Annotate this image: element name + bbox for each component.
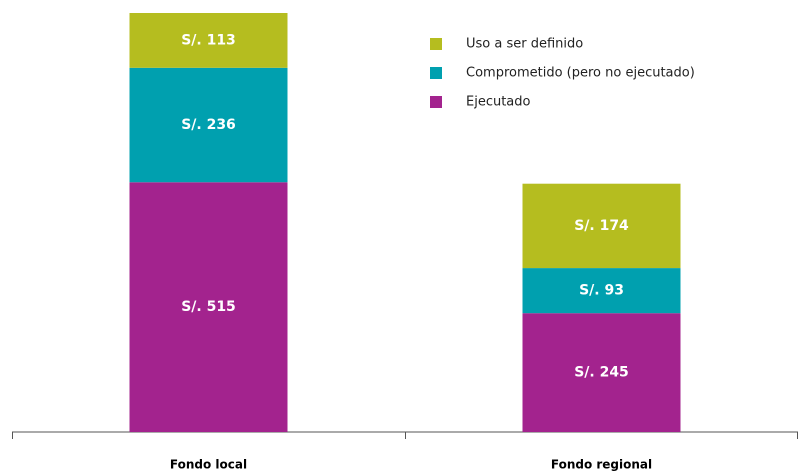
- bar-segment: [129, 13, 288, 68]
- bar-segment: [522, 268, 681, 314]
- bar-segment: [129, 182, 288, 432]
- legend-swatch: [430, 96, 442, 108]
- data-label: S/. 236: [181, 117, 236, 133]
- data-label: S/. 113: [181, 32, 236, 48]
- legend-label: Uso a ser definido: [466, 37, 583, 52]
- data-label: S/. 515: [181, 299, 236, 315]
- bar-segment: [522, 183, 681, 269]
- legend-label: Comprometido (pero no ejecutado): [466, 66, 695, 81]
- data-label: S/. 174: [574, 218, 629, 234]
- legend-swatch: [430, 38, 442, 50]
- data-label: S/. 93: [579, 283, 624, 299]
- x-tick-label: Fondo local: [170, 458, 247, 472]
- data-label: S/. 245: [574, 365, 629, 381]
- x-tick-label: Fondo regional: [551, 458, 652, 472]
- legend-swatch: [430, 67, 442, 79]
- bar-segment: [522, 313, 681, 432]
- bar-segment: [129, 67, 288, 183]
- legend-label: Ejecutado: [466, 95, 531, 110]
